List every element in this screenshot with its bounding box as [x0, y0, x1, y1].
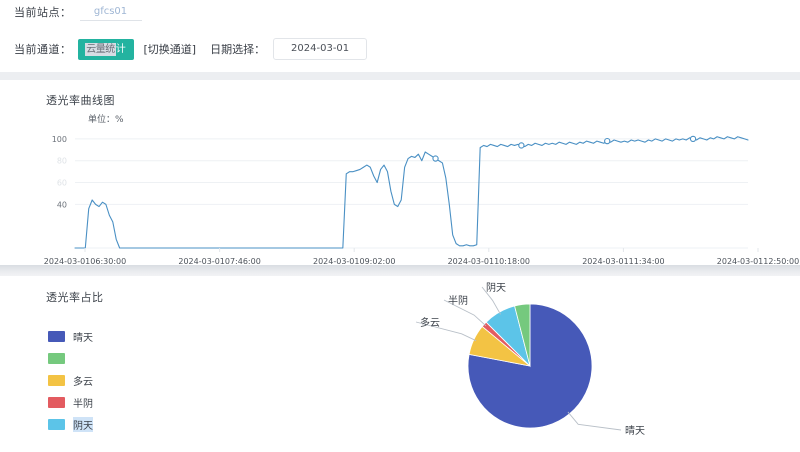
transmittance-pie-panel: 透光率占比 晴天 多云 半阴 阴天 晴天 多云 半阴 阴天: [0, 276, 800, 452]
date-label: 日期选择：: [210, 43, 266, 56]
svg-text:阴天: 阴天: [486, 282, 506, 294]
legend-color-swatch: [48, 397, 65, 408]
pie-legend-item[interactable]: 半阴: [48, 396, 93, 410]
pie-chart-title: 透光率占比: [46, 291, 104, 304]
legend-color-swatch: [48, 353, 65, 364]
channel-label: 当前通道：: [14, 43, 72, 56]
legend-color-swatch: [48, 375, 65, 386]
svg-text:60: 60: [57, 179, 67, 188]
channel-button-tail-text: 计: [115, 43, 126, 55]
line-chart-svg[interactable]: 100 80 60 40 2024-03-0106:30:00 2024-03-0107:…: [0, 80, 800, 265]
pie-legend-item[interactable]: 多云: [48, 374, 93, 388]
pie-legend: 晴天 多云 半阴 阴天: [48, 330, 93, 440]
pie-legend-item[interactable]: [48, 352, 93, 365]
legend-item-label: 多云: [73, 377, 93, 388]
svg-text:40: 40: [57, 200, 67, 209]
section-divider: [0, 265, 800, 276]
pie-legend-item[interactable]: 阴天: [48, 417, 93, 432]
channel-button[interactable]: 云量统计: [77, 38, 134, 60]
channel-button-selected-text: 云量统: [85, 42, 116, 56]
station-input[interactable]: gfcs01: [79, 2, 142, 21]
legend-color-swatch: [48, 331, 65, 342]
channel-row: 当前通道： 云量统计 [切换通道] 日期选择： 2024-03-01: [14, 38, 368, 60]
transmittance-line-chart-panel: 透光率曲线图 单位：% 100 80 60 40 2024-03-0106:30:00 2…: [0, 80, 800, 265]
svg-text:2024-03-0111:34:00: 2024-03-0111:34:00: [582, 257, 664, 265]
svg-text:半阴: 半阴: [448, 294, 468, 307]
station-row: 当前站点： gfcs01: [14, 2, 142, 21]
svg-text:2024-03-0107:46:00: 2024-03-0107:46:00: [178, 257, 260, 265]
svg-text:2024-03-0109:02:00: 2024-03-0109:02:00: [313, 257, 395, 265]
legend-item-label: 半阴: [73, 399, 93, 410]
svg-text:晴天: 晴天: [625, 424, 645, 437]
svg-text:2024-03-0106:30:00: 2024-03-0106:30:00: [44, 257, 126, 265]
pie-legend-item[interactable]: 晴天: [48, 330, 93, 344]
legend-color-swatch: [48, 419, 65, 430]
svg-text:2024-03-0112:50:00: 2024-03-0112:50:00: [717, 257, 799, 265]
svg-text:多云: 多云: [420, 316, 440, 329]
legend-item-label: 阴天: [73, 417, 93, 432]
line-chart-unit-label: 单位：%: [88, 115, 124, 125]
svg-text:80: 80: [57, 157, 67, 166]
filter-panel: 当前站点： gfcs01 当前通道： 云量统计 [切换通道] 日期选择： 202…: [0, 0, 800, 72]
legend-item-label: 晴天: [73, 333, 93, 344]
svg-text:2024-03-0110:18:00: 2024-03-0110:18:00: [448, 257, 530, 265]
station-label: 当前站点：: [14, 5, 72, 19]
switch-channel-link[interactable]: [切换通道]: [143, 43, 197, 56]
svg-text:100: 100: [52, 135, 67, 144]
line-chart-title: 透光率曲线图: [46, 94, 115, 107]
date-picker-input[interactable]: 2024-03-01: [273, 38, 368, 60]
